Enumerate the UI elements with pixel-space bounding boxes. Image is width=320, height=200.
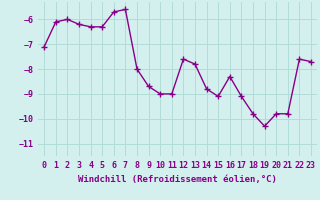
X-axis label: Windchill (Refroidissement éolien,°C): Windchill (Refroidissement éolien,°C) <box>78 175 277 184</box>
